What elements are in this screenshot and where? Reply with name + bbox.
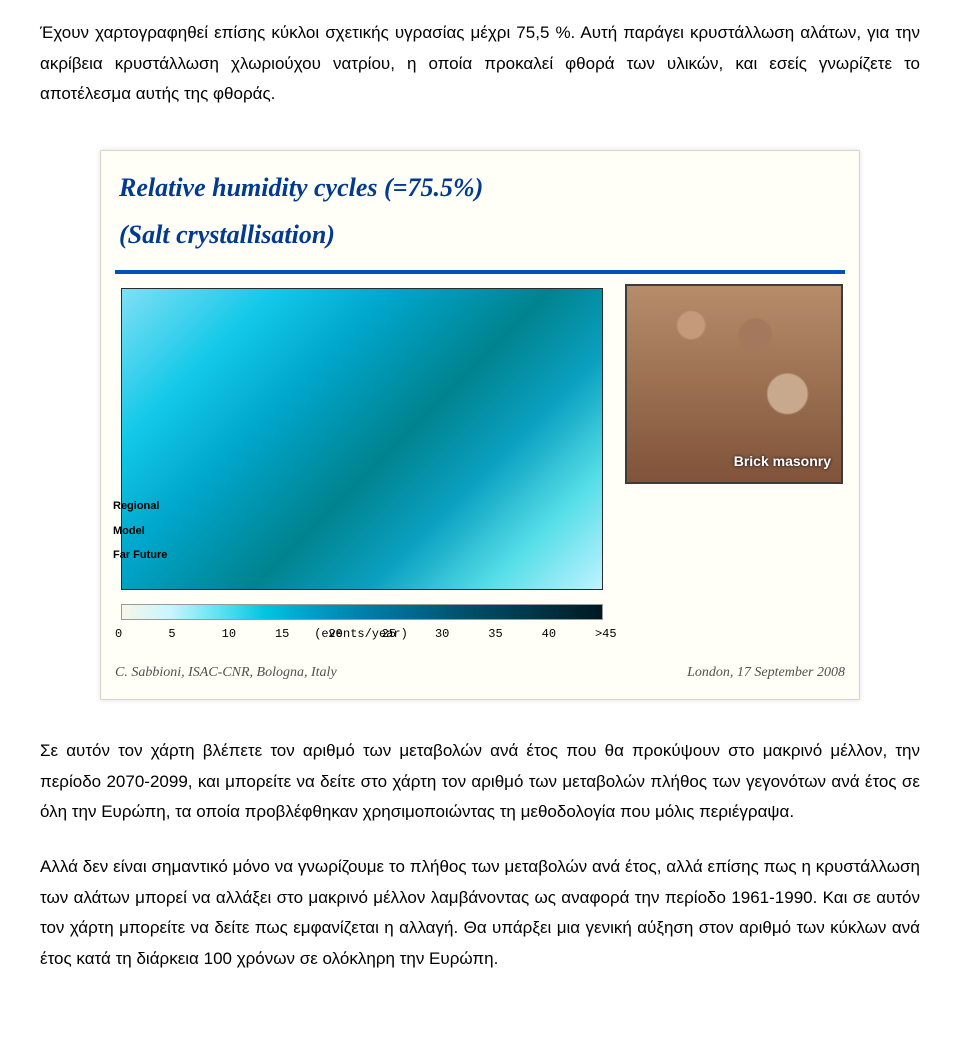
tick-5: 25: [382, 624, 396, 646]
tick-9: >45: [595, 624, 617, 646]
brick-caption: Brick masonry: [734, 449, 831, 474]
figure-title-main: Relative humidity cycles (=75.5%): [119, 173, 483, 202]
map-side-labels: Regional Model Far Future: [113, 494, 167, 567]
credit-left: C. Sabbioni, ISAC-CNR, Bologna, Italy: [115, 660, 337, 685]
tick-6: 30: [435, 624, 449, 646]
paragraph-3: Αλλά δεν είναι σημαντικό μόνο να γνωρίζο…: [40, 852, 920, 974]
tick-4: 20: [328, 624, 342, 646]
figure-divider: [115, 270, 845, 274]
figure-title-sub: (Salt crystallisation): [119, 212, 845, 259]
europe-map: [121, 288, 603, 590]
label-model: Model: [113, 519, 167, 543]
colorbar: [121, 604, 603, 620]
tick-1: 5: [168, 624, 175, 646]
figure-container: Relative humidity cycles (=75.5%) (Salt …: [40, 150, 920, 700]
tick-0: 0: [115, 624, 122, 646]
tick-3: 15: [275, 624, 289, 646]
label-regional: Regional: [113, 494, 167, 518]
tick-2: 10: [222, 624, 236, 646]
paragraph-1: Έχουν χαρτογραφηθεί επίσης κύκλοι σχετικ…: [40, 18, 920, 110]
brick-photo: Brick masonry: [625, 284, 843, 484]
colorbar-label: (events/year): [121, 624, 601, 646]
paragraph-2: Σε αυτόν τον χάρτη βλέπετε τον αριθμό τω…: [40, 736, 920, 828]
figure-credits: C. Sabbioni, ISAC-CNR, Bologna, Italy Lo…: [115, 660, 845, 685]
figure-card: Relative humidity cycles (=75.5%) (Salt …: [100, 150, 860, 700]
tick-8: 40: [542, 624, 556, 646]
credit-right: London, 17 September 2008: [687, 660, 845, 685]
tick-7: 35: [488, 624, 502, 646]
label-far-future: Far Future: [113, 543, 167, 567]
figure-title: Relative humidity cycles (=75.5%) (Salt …: [115, 163, 845, 263]
map-area: 2070-2099 Regional Model Far Future 0 5 …: [115, 284, 605, 646]
